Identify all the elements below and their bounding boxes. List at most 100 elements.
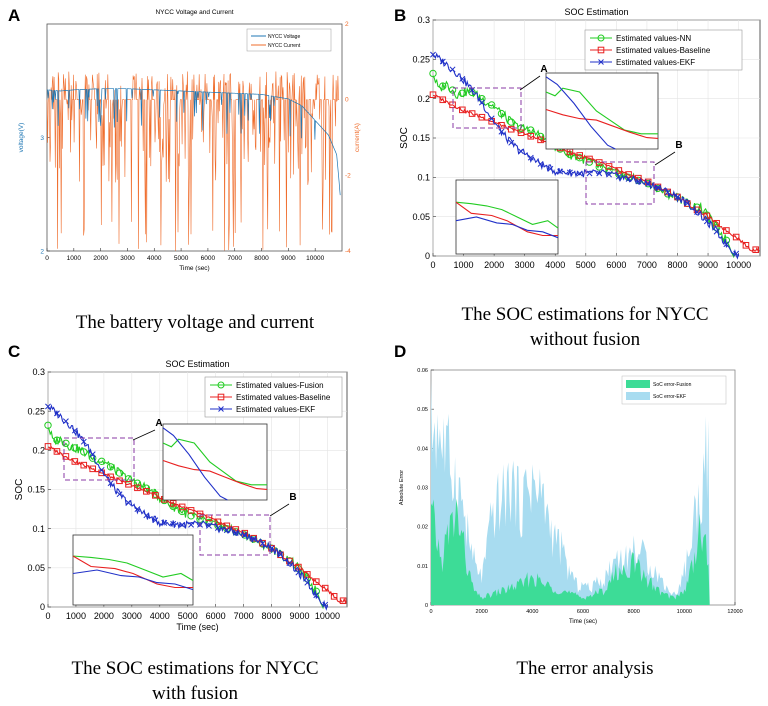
chart-title-A: NYCC Voltage and Current — [155, 9, 233, 16]
series-marker-C-0 — [44, 421, 52, 429]
series-marker-B-2 — [459, 75, 466, 82]
y-tick-label-D: 0.03 — [417, 485, 428, 491]
series-marker-C-1 — [62, 453, 70, 460]
legend-label-B: Estimated values-EKF — [616, 58, 695, 67]
series-marker-C-2 — [80, 438, 87, 445]
series-marker-C-1 — [312, 578, 320, 585]
x-tick-label-C: 9000 — [289, 611, 309, 621]
series-marker-C-0 — [62, 439, 70, 447]
legend-label-C: Estimated values-Fusion — [236, 381, 324, 390]
x-tick-label-B: 10000 — [726, 260, 751, 270]
series-marker-C-0 — [53, 436, 61, 444]
x-tick-label-D: 6000 — [577, 609, 589, 615]
series-marker-B-0 — [497, 109, 506, 118]
y-tick-label-B: 0.2 — [417, 94, 430, 104]
x-tick-label-D: 4000 — [526, 609, 538, 615]
series-marker-C-2 — [241, 532, 248, 539]
series-marker-B-1 — [742, 242, 750, 249]
series-marker-B-2 — [430, 51, 436, 58]
series-marker-B-1 — [507, 125, 515, 133]
legend-label-A: NYCC Voltage — [268, 34, 300, 40]
series-marker-C-2 — [143, 512, 150, 519]
x-tick-label-D: 0 — [429, 609, 432, 615]
series-marker-B-0 — [429, 69, 437, 78]
series-marker-B-1 — [478, 113, 486, 121]
callout-box-C-0 — [63, 437, 135, 481]
panel-b-caption: The SOC estimations for NYCC without fus… — [420, 302, 750, 352]
annotation-arrow-B-1 — [654, 151, 676, 166]
y-tick-label-B: 0.1 — [417, 172, 430, 182]
y-axis-label-D: Absolute Error — [399, 470, 405, 505]
series-marker-C-2 — [116, 491, 123, 498]
series-marker-C-1 — [259, 539, 266, 547]
series-marker-C-2 — [98, 466, 105, 473]
x-tick-label-A: 4000 — [147, 255, 162, 262]
legend-swatch-D — [626, 392, 650, 400]
y-tick-label-A: 3 — [40, 135, 44, 142]
series-marker-B-1 — [429, 91, 437, 99]
x-tick-label-D: 12000 — [727, 609, 742, 615]
series-marker-B-2 — [488, 115, 495, 122]
series-marker-C-2 — [107, 480, 114, 487]
series-marker-C-1 — [53, 448, 61, 455]
legend-marker-B — [597, 46, 605, 54]
x-tick-label-C: 1000 — [66, 611, 86, 621]
series-marker-C-2 — [53, 410, 60, 417]
series-marker-B-2 — [684, 200, 691, 207]
callout-box-B-0 — [452, 87, 522, 129]
y-tick-label-C: 0.1 — [32, 524, 45, 534]
series-marker-B-2 — [449, 66, 456, 73]
series-marker-B-1 — [625, 171, 632, 178]
annotation-arrow-C-0 — [132, 429, 156, 441]
x-tick-label-B: 8000 — [667, 260, 687, 270]
x-tick-label-B: 6000 — [606, 260, 626, 270]
inset-line-C-1-1 — [72, 555, 193, 589]
x-tick-label-C: 4000 — [150, 611, 170, 621]
legend-swatch-D — [626, 380, 650, 388]
series-marker-C-1 — [339, 597, 347, 605]
annotation-arrow-C-1 — [269, 503, 290, 517]
series-marker-B-2 — [576, 170, 583, 177]
series-marker-B-1 — [576, 152, 583, 159]
panel-b-caption-line2: without fusion — [529, 329, 641, 350]
series-line-voltage — [46, 88, 341, 196]
series-marker-B-2 — [557, 168, 564, 175]
x-tick-label-A: 1000 — [67, 255, 82, 262]
y-tick-label-C: 0.3 — [32, 367, 45, 377]
inset-line-C-1-2 — [72, 569, 194, 591]
series-marker-B-1 — [615, 167, 623, 174]
y-tick-label-D: 0.04 — [417, 446, 428, 452]
y-axis-label-B: SOC — [399, 127, 410, 149]
series-marker-B-2 — [733, 250, 740, 257]
y-axis-label-A: voltage(V) — [18, 123, 25, 153]
inset-frame-B-1 — [455, 179, 559, 255]
series-marker-B-1 — [459, 106, 466, 114]
x-axis-label-A: Time (sec) — [179, 265, 209, 272]
y2-axis-label-A: current(A) — [354, 123, 361, 152]
series-marker-B-2 — [703, 218, 710, 225]
x-tick-label-C: 2000 — [94, 611, 114, 621]
x-tick-label-B: 0 — [430, 260, 435, 270]
series-marker-C-2 — [179, 521, 186, 528]
y-tick-label-C: 0.05 — [27, 563, 45, 573]
y-tick-label-B: 0.05 — [412, 212, 430, 222]
panel-a-letter: A — [8, 6, 21, 25]
panel-d-letter: D — [394, 342, 407, 361]
series-marker-B-2 — [674, 194, 681, 200]
series-marker-C-1 — [116, 477, 123, 485]
annotation-label-C-1: B — [289, 492, 296, 503]
legend-marker-B — [598, 59, 604, 65]
series-marker-C-2 — [71, 427, 78, 434]
callout-box-C-1 — [199, 514, 271, 556]
y-tick-label-B: 0 — [425, 251, 430, 261]
series-marker-B-2 — [625, 175, 632, 182]
series-marker-C-2 — [188, 521, 195, 528]
legend-label-A: NYCC Current — [268, 43, 301, 49]
legend-marker-C — [217, 393, 225, 401]
y-tick-label-B: 0.15 — [412, 133, 430, 143]
legend-label-B: Estimated values-NN — [616, 34, 691, 43]
panel-d-caption: The error analysis — [516, 658, 654, 679]
series-marker-B-2 — [654, 184, 661, 191]
y-tick-label-C: 0.15 — [27, 485, 45, 495]
series-marker-C-2 — [322, 601, 329, 608]
